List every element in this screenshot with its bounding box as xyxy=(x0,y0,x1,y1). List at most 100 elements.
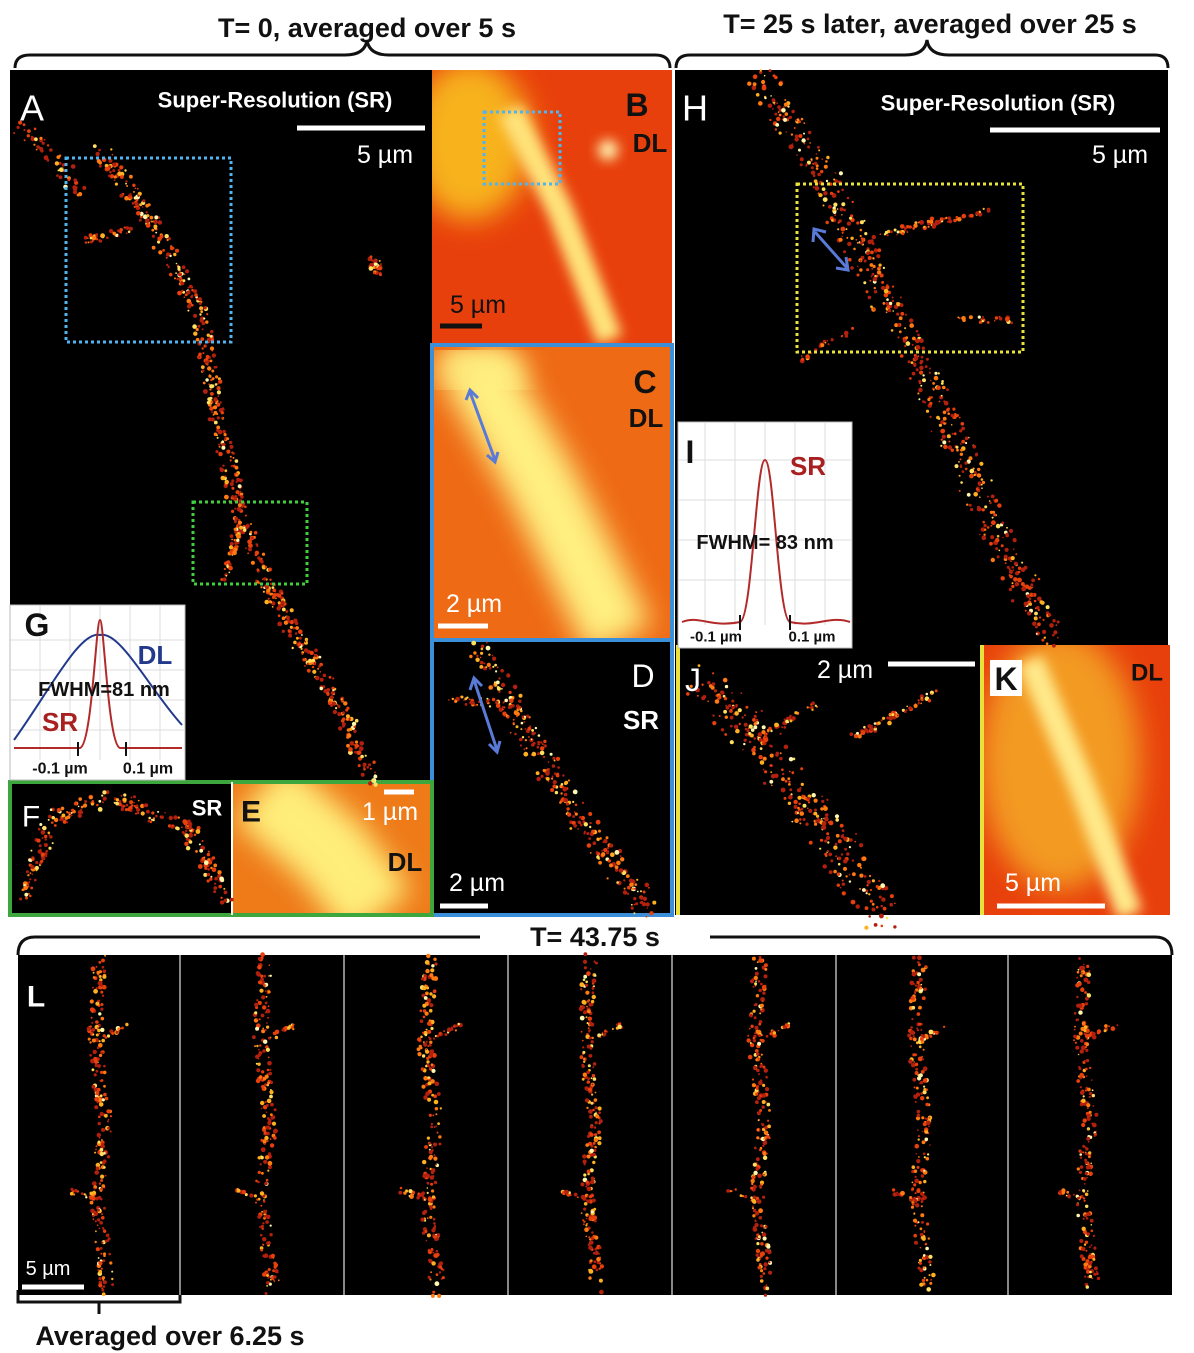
localization xyxy=(960,453,963,456)
localization xyxy=(925,1131,928,1134)
localization xyxy=(100,1188,103,1191)
localization xyxy=(760,1269,763,1272)
localization xyxy=(254,1011,257,1014)
localization xyxy=(701,684,703,686)
localization xyxy=(259,1018,261,1020)
localization xyxy=(808,809,812,813)
localization xyxy=(863,281,866,284)
localization xyxy=(97,1101,99,1103)
localization xyxy=(763,1140,768,1145)
localization xyxy=(210,392,214,396)
localization xyxy=(765,734,767,736)
localization xyxy=(266,1022,268,1024)
localization xyxy=(756,1242,759,1245)
localization xyxy=(923,1267,925,1269)
localization xyxy=(993,499,995,501)
localization xyxy=(256,1019,258,1021)
localization xyxy=(923,1254,926,1257)
localization xyxy=(920,1227,923,1230)
localization xyxy=(518,700,521,703)
localization xyxy=(929,1144,931,1146)
localization xyxy=(213,886,217,890)
localization xyxy=(591,1040,594,1043)
localization xyxy=(285,610,288,613)
localization xyxy=(758,1073,760,1075)
localization xyxy=(720,691,723,694)
localization xyxy=(263,591,265,593)
localization xyxy=(585,981,588,984)
localization xyxy=(270,1037,272,1039)
localization xyxy=(936,416,940,420)
panel-j xyxy=(675,645,982,915)
localization xyxy=(1041,639,1044,642)
localization xyxy=(917,1114,921,1118)
localization xyxy=(905,336,908,339)
localization xyxy=(620,855,622,857)
localization xyxy=(84,800,87,803)
localization xyxy=(210,330,213,333)
localization xyxy=(271,1276,274,1279)
localization xyxy=(100,991,103,994)
localization xyxy=(620,857,624,861)
localization xyxy=(756,1052,759,1055)
localization xyxy=(763,1236,767,1240)
localization xyxy=(62,167,64,169)
localization xyxy=(27,874,29,876)
localization xyxy=(594,1146,597,1149)
localization xyxy=(214,366,217,369)
localization xyxy=(827,850,829,852)
localization xyxy=(925,1247,929,1251)
localization xyxy=(265,1220,269,1224)
localization xyxy=(954,413,957,416)
localization xyxy=(911,361,914,364)
localization xyxy=(1015,582,1019,586)
localization xyxy=(888,309,892,313)
localization xyxy=(584,1202,588,1206)
localization xyxy=(826,180,828,182)
localization xyxy=(1091,1123,1093,1125)
localization xyxy=(784,745,789,750)
localization xyxy=(240,491,242,493)
localization xyxy=(767,730,769,732)
localization xyxy=(758,989,762,993)
localization xyxy=(422,1160,426,1164)
localization xyxy=(1048,613,1051,616)
localization xyxy=(523,752,528,757)
localization xyxy=(267,1099,272,1104)
localization xyxy=(857,266,859,268)
localization xyxy=(234,531,237,534)
localization xyxy=(420,1036,423,1039)
localization xyxy=(182,265,186,269)
localization xyxy=(843,859,848,864)
localization xyxy=(68,178,71,181)
localization xyxy=(256,1045,258,1047)
localization xyxy=(1080,1090,1085,1095)
localization xyxy=(426,1240,428,1242)
localization xyxy=(535,727,537,729)
localization xyxy=(825,160,828,163)
localization xyxy=(255,551,259,555)
axis-tick-label: 0.1 µm xyxy=(789,629,836,646)
localization xyxy=(750,979,754,983)
localization xyxy=(1092,1105,1094,1107)
axis-tick-label: -0.1 µm xyxy=(32,761,87,778)
localization xyxy=(760,69,762,71)
localization xyxy=(961,440,965,444)
localization xyxy=(831,338,834,341)
localization xyxy=(333,710,337,714)
localization xyxy=(789,771,791,773)
localization xyxy=(753,1196,756,1199)
localization xyxy=(487,663,491,667)
localization xyxy=(298,646,300,648)
localization xyxy=(205,378,208,381)
localization xyxy=(915,339,920,344)
localization xyxy=(928,226,930,228)
localization xyxy=(929,1274,931,1276)
localization xyxy=(818,193,822,197)
localization xyxy=(919,1073,923,1077)
localization xyxy=(879,264,882,267)
localization xyxy=(602,1032,604,1034)
localization xyxy=(258,1156,261,1159)
localization xyxy=(1086,1285,1089,1288)
localization xyxy=(916,1153,918,1155)
